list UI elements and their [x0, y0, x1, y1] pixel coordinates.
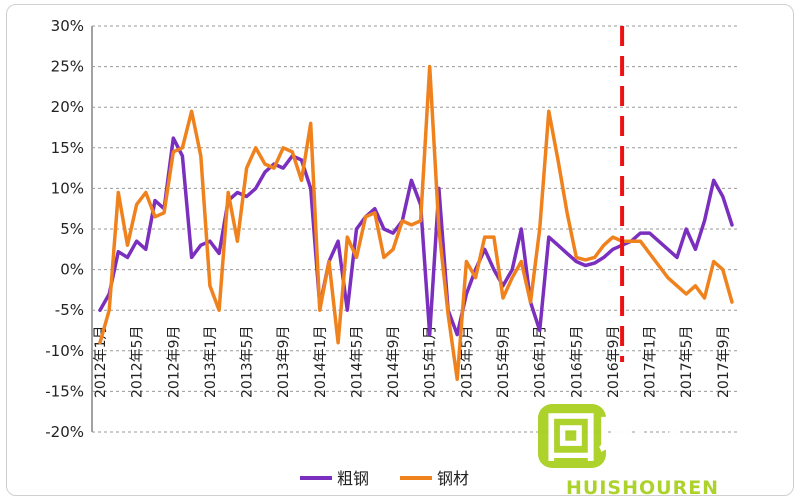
x-tick-label: 2017年5月 [679, 325, 695, 398]
series-line-1 [98, 64, 734, 381]
watermark-logo: 回收人 HUISHOUREN [538, 404, 719, 499]
x-tick-label: 2015年9月 [496, 325, 512, 398]
x-tick-label: 2015年1月 [423, 325, 439, 398]
y-tick-label: -5% [55, 301, 84, 319]
y-tick-label: 15% [51, 139, 84, 157]
series-line-0 [98, 136, 734, 337]
legend-label-crude-steel: 粗钢 [337, 469, 369, 488]
y-tick-label: 30% [51, 17, 84, 35]
y-tick-label: -20% [45, 423, 84, 441]
x-tick-label: 2013年9月 [276, 325, 292, 398]
x-tick-label: 2016年9月 [606, 325, 622, 398]
y-axis-ticks: 30% 25% 20% 15% 10% 5% 0% -5% -10% -15% -20% [45, 17, 84, 441]
chart-frame [6, 4, 794, 496]
watermark-badge [538, 404, 606, 468]
x-tick-label: 2012年1月 [93, 325, 109, 398]
y-tick-label: -15% [45, 382, 84, 400]
x-tick-label: 2014年9月 [386, 325, 402, 398]
y-tick-label: 0% [60, 261, 84, 279]
x-tick-label: 2017年1月 [643, 325, 659, 398]
watermark-chinese-text: 回收人 [545, 409, 701, 469]
x-tick-label: 2012年5月 [130, 325, 146, 398]
y-tick-label: 5% [60, 220, 84, 238]
y-tick-label: -10% [45, 342, 84, 360]
x-tick-label: 2016年5月 [569, 325, 585, 398]
gridlines [91, 25, 740, 433]
x-tick-label: 2012年9月 [166, 325, 182, 398]
y-tick-label: 10% [51, 179, 84, 197]
x-axis-ticks: 2012年1月 2012年5月 2012年9月 2013年1月 2013年5月 2013年… [93, 325, 732, 398]
x-tick-label: 2017年9月 [716, 325, 732, 398]
y-tick-label: 20% [51, 98, 84, 116]
series-lines [98, 64, 734, 381]
legend: 粗钢 钢材 [300, 469, 469, 488]
legend-label-steel-products: 钢材 [437, 469, 469, 488]
x-tick-label: 2015年5月 [459, 325, 475, 398]
watermark-latin-text: HUISHOUREN [566, 477, 719, 499]
x-tick-label: 2014年5月 [349, 325, 365, 398]
y-tick-label: 25% [51, 58, 84, 76]
x-tick-label: 2013年1月 [203, 325, 219, 398]
x-tick-label: 2016年1月 [533, 325, 549, 398]
x-tick-label: 2014年1月 [313, 325, 329, 398]
x-tick-label: 2013年5月 [240, 325, 256, 398]
